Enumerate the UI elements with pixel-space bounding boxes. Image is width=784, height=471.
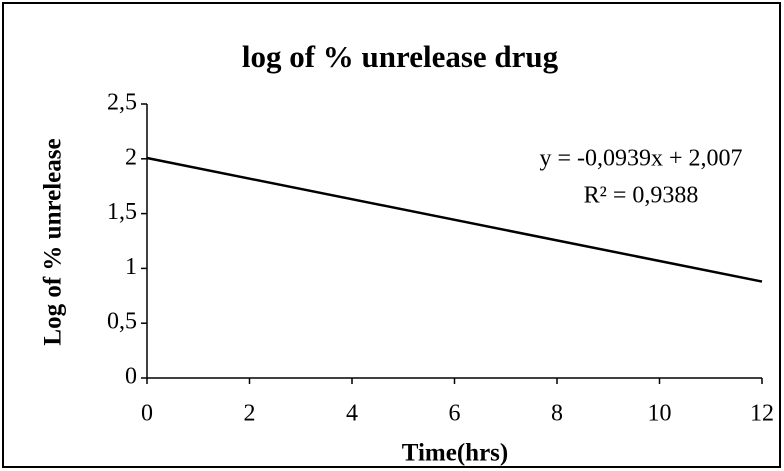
x-tick-label: 4 [346, 401, 358, 427]
x-tick-label: 2 [244, 401, 256, 427]
x-tick-label: 0 [141, 401, 153, 427]
y-axis-label: Log of % unrelease [40, 138, 67, 345]
y-tick-label: 1 [125, 254, 137, 280]
x-tick-label: 10 [648, 401, 672, 427]
chart-title: log of % unrelease drug [242, 39, 559, 74]
x-tick-label: 12 [750, 401, 774, 427]
x-axis-label: Time(hrs) [402, 440, 508, 467]
x-tick-label: 6 [449, 401, 461, 427]
y-tick-label: 2,5 [107, 90, 137, 116]
y-tick-label: 0 [125, 364, 137, 390]
y-tick-label: 0,5 [107, 309, 137, 335]
x-tick-label: 8 [551, 401, 563, 427]
y-tick-label: 1,5 [107, 199, 137, 225]
equation: y = -0,0939x + 2,007 [539, 146, 742, 172]
trend-line [146, 156, 763, 283]
r-squared: R² = 0,9388 [584, 183, 699, 209]
y-tick-label: 2 [125, 144, 137, 170]
